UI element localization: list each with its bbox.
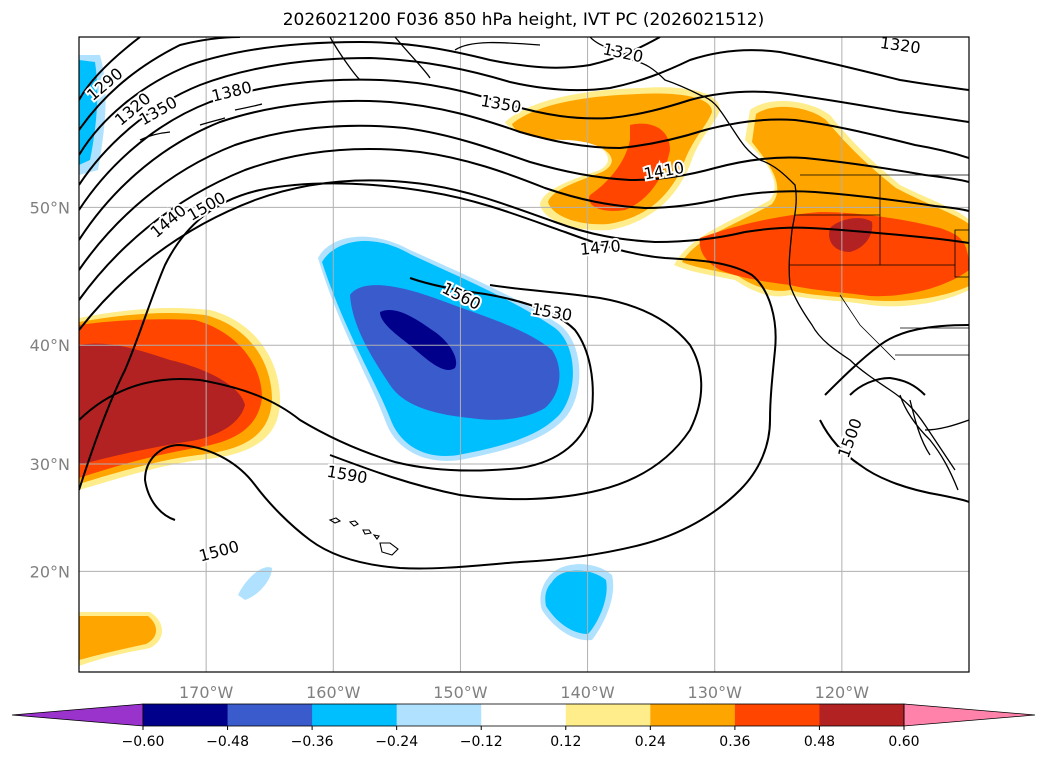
longitude-labels: 170°W 160°W 150°W 140°W 130°W 120°W	[179, 683, 869, 702]
height-contours	[79, 37, 969, 570]
colorbar: −0.60 −0.48 −0.36 −0.24 −0.12 0.12 0.24 0.36 0.4…	[11, 703, 1036, 750]
colorbar-tick-label-0: −0.60	[122, 734, 165, 750]
latitude-labels: 20°N 30°N 40°N 50°N	[30, 198, 70, 581]
colorbar-bin-6	[650, 704, 736, 726]
colorbar-bin-3	[396, 704, 482, 726]
colorbar-tick-label-9: 0.60	[888, 734, 919, 750]
state-boundaries	[790, 174, 969, 361]
colorbar-tick-label-8: 0.48	[804, 734, 835, 750]
hawaii-islands	[328, 517, 399, 556]
colorbar-tick-label-6: 0.24	[635, 734, 666, 750]
colorbar-bin-7	[734, 704, 820, 726]
ivt-positive-gulf-alaska	[505, 87, 720, 231]
lon-tick-label-1: 160°W	[306, 683, 361, 702]
colorbar-bin-0	[143, 704, 229, 726]
map-title: 2026021200 F036 850 hPa height, IVT PC (…	[282, 10, 765, 30]
svg-text:1470: 1470	[579, 236, 621, 258]
lon-tick-label-4: 130°W	[688, 683, 743, 702]
colorbar-tick-label-2: −0.36	[291, 734, 334, 750]
lon-tick-label-5: 120°W	[815, 683, 870, 702]
colorbar-tick-label-3: −0.24	[375, 734, 418, 750]
colorbar-tick-label-5: 0.12	[550, 734, 581, 750]
ivt-positive-west	[79, 307, 280, 490]
map-gridlines	[79, 37, 969, 672]
colorbar-tick-label-1: −0.48	[206, 734, 249, 750]
colorbar-bin-4	[481, 704, 567, 726]
lat-tick-label-1: 30°N	[30, 455, 70, 474]
lat-tick-label-3: 50°N	[30, 198, 70, 217]
colorbar-extend-low	[11, 703, 144, 727]
contour-label-8: 1470	[577, 234, 623, 260]
ivt-positive-pacific-nw	[674, 100, 969, 307]
colorbar-tick-label-4: −0.12	[460, 734, 503, 750]
lat-tick-label-0: 20°N	[30, 562, 70, 581]
colorbar-bin-1	[227, 704, 313, 726]
colorbar-bin-5	[565, 704, 651, 726]
colorbar-extend-high	[903, 703, 1036, 727]
colorbar-bin-2	[312, 704, 398, 726]
lon-tick-label-3: 140°W	[560, 683, 615, 702]
colorbar-bin-8	[819, 704, 905, 726]
lon-tick-label-2: 150°W	[433, 683, 488, 702]
ivt-negative-central	[318, 236, 580, 461]
lat-tick-label-2: 40°N	[30, 336, 70, 355]
colorbar-frame	[142, 703, 905, 727]
colorbar-tick-label-7: 0.36	[719, 734, 750, 750]
ivt-negative-south	[238, 564, 614, 641]
ivt-positive-southwest	[79, 612, 162, 666]
lon-tick-label-0: 170°W	[179, 683, 234, 702]
map-frame	[78, 36, 970, 673]
